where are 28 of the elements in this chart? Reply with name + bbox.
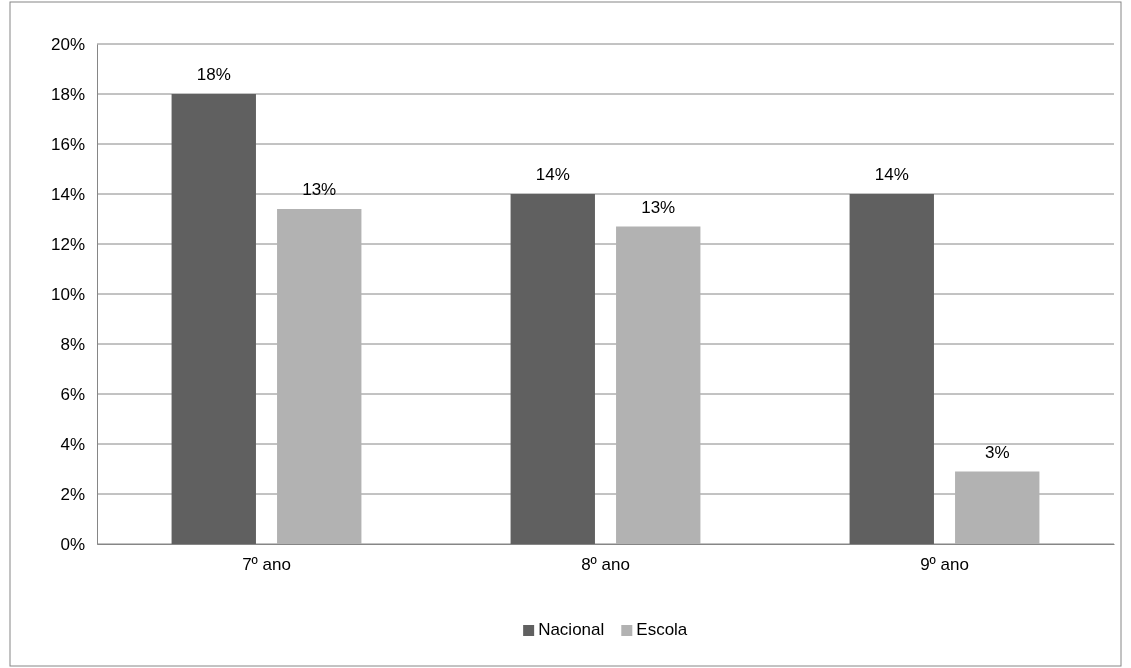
y-tick-label: 4% [60, 434, 85, 454]
y-tick-label: 16% [50, 134, 85, 154]
legend-label: Escola [636, 620, 688, 639]
bar [510, 194, 595, 544]
bar [616, 226, 701, 544]
x-tick-label: 9º ano [920, 555, 969, 575]
y-tick-label: 18% [50, 84, 85, 104]
legend-label: Nacional [538, 620, 605, 639]
data-label: 3% [984, 442, 1010, 462]
x-tick-label: 7º ano [242, 555, 291, 575]
y-tick-label: 14% [50, 184, 85, 204]
y-tick-label: 10% [50, 284, 85, 304]
y-tick-label: 0% [60, 534, 85, 554]
y-tick-label: 12% [50, 234, 85, 254]
data-label: 13% [641, 197, 676, 217]
bar [955, 471, 1040, 544]
y-tick-label: 8% [60, 334, 85, 354]
data-label: 14% [535, 165, 570, 184]
data-label: 13% [302, 180, 337, 199]
bar [849, 194, 934, 544]
y-tick-label: 6% [60, 384, 85, 404]
bar [277, 209, 362, 544]
x-tick-label: 8º ano [581, 555, 630, 575]
bar [171, 94, 256, 544]
y-tick-label: 20% [50, 34, 85, 54]
data-label: 14% [874, 165, 909, 184]
data-label: 18% [196, 65, 231, 84]
y-tick-label: 2% [60, 484, 85, 504]
